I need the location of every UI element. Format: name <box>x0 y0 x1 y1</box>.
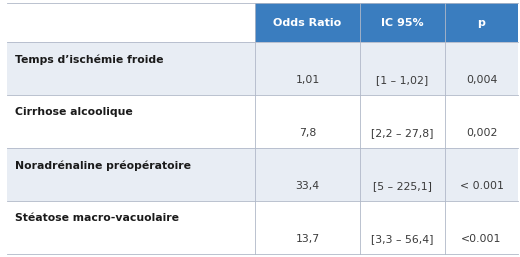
Text: [1 – 1,02]: [1 – 1,02] <box>376 75 428 85</box>
Text: p: p <box>477 17 486 27</box>
Text: [2,2 – 27,8]: [2,2 – 27,8] <box>371 128 434 138</box>
Text: Temps d’ischémie froide: Temps d’ischémie froide <box>15 54 163 65</box>
Text: < 0.001: < 0.001 <box>460 181 503 191</box>
Text: IC 95%: IC 95% <box>381 17 424 27</box>
Bar <box>7 148 518 201</box>
Text: 13,7: 13,7 <box>295 234 320 244</box>
Text: Odds Ratio: Odds Ratio <box>274 17 342 27</box>
Bar <box>7 201 518 254</box>
Text: 0,004: 0,004 <box>466 75 497 85</box>
Text: 0,002: 0,002 <box>466 128 497 138</box>
Text: [5 – 225,1]: [5 – 225,1] <box>373 181 432 191</box>
Text: Cirrhose alcoolique: Cirrhose alcoolique <box>15 107 133 117</box>
Text: Stéatose macro-vacuolaire: Stéatose macro-vacuolaire <box>15 214 179 224</box>
Text: 1,01: 1,01 <box>295 75 320 85</box>
Bar <box>360 3 445 42</box>
Text: <0.001: <0.001 <box>461 234 502 244</box>
Text: Noradrénaline préopératoire: Noradrénaline préopératoire <box>15 160 191 171</box>
Text: 7,8: 7,8 <box>299 128 316 138</box>
Text: 33,4: 33,4 <box>295 181 320 191</box>
Bar <box>445 3 518 42</box>
Bar <box>7 42 518 95</box>
Text: [3,3 – 56,4]: [3,3 – 56,4] <box>371 234 434 244</box>
Bar <box>255 3 360 42</box>
Bar <box>7 95 518 148</box>
